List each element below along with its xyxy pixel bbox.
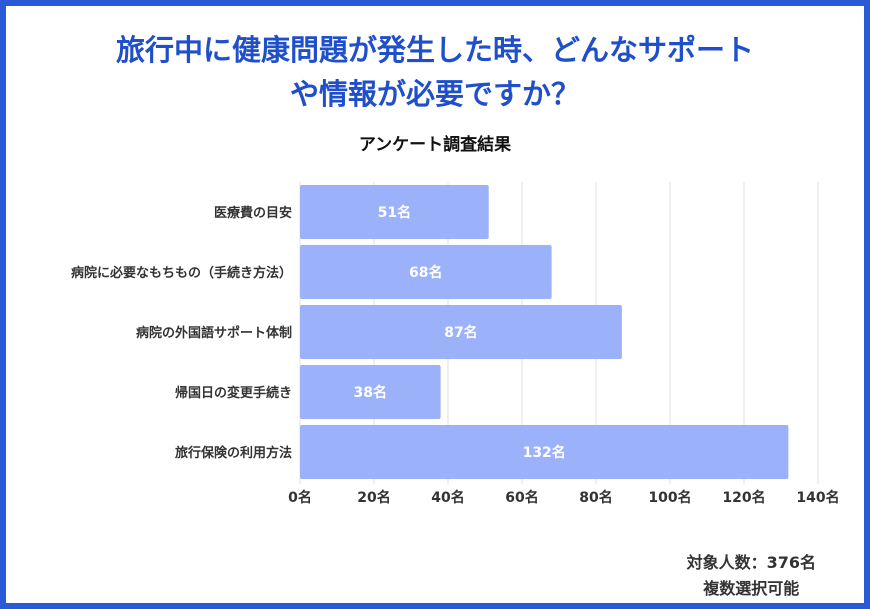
data-label: 87名 — [444, 324, 477, 341]
data-label: 38名 — [354, 384, 387, 401]
bar — [300, 305, 622, 359]
bar — [300, 185, 489, 239]
category-label: 病院に必要なもちもの（手続き方法） — [71, 265, 292, 281]
chart-subtitle: アンケート調査結果 — [358, 135, 512, 155]
x-tick-label: 40名 — [431, 489, 464, 506]
bar-chart: 51名 医療費の目安 68名 病院に必要なもちもの（手続き方法） 87名 病院の外国語サポ… — [71, 182, 840, 506]
x-tick-label: 120名 — [722, 489, 765, 506]
multiple-choice-note: 複数選択可能 — [703, 579, 800, 598]
x-tick-label: 20名 — [357, 489, 390, 506]
chart-title: 旅行中に健康問題が発生した時、どんなサポート や情報が必要ですか？ — [6, 28, 864, 116]
x-tick-label: 140名 — [796, 489, 839, 506]
footnote: 対象人数：376名 複数選択可能 — [687, 550, 816, 602]
respondent-count: 対象人数：376名 — [686, 553, 816, 572]
x-tick-label: 100名 — [648, 489, 691, 506]
data-label: 51名 — [378, 204, 411, 221]
x-tick-label: 60名 — [505, 489, 538, 506]
title-line-1: 旅行中に健康問題が発生した時、どんなサポート — [115, 33, 754, 67]
data-label: 68名 — [409, 264, 442, 281]
category-label: 医療費の目安 — [214, 205, 292, 221]
category-label: 帰国日の変更手続き — [175, 385, 292, 401]
bar — [300, 245, 552, 299]
category-label: 旅行保険の利用方法 — [175, 445, 292, 461]
x-tick-label: 0名 — [288, 489, 312, 506]
title-line-2: や情報が必要ですか？ — [289, 77, 580, 111]
category-label: 病院の外国語サポート体制 — [136, 325, 292, 341]
x-tick-label: 80名 — [579, 489, 612, 506]
data-label: 132名 — [523, 444, 566, 461]
chart-frame: 旅行中に健康問題が発生した時、どんなサポート や情報が必要ですか？ アンケート調… — [6, 6, 864, 603]
bar — [300, 365, 441, 419]
bar — [300, 425, 789, 479]
